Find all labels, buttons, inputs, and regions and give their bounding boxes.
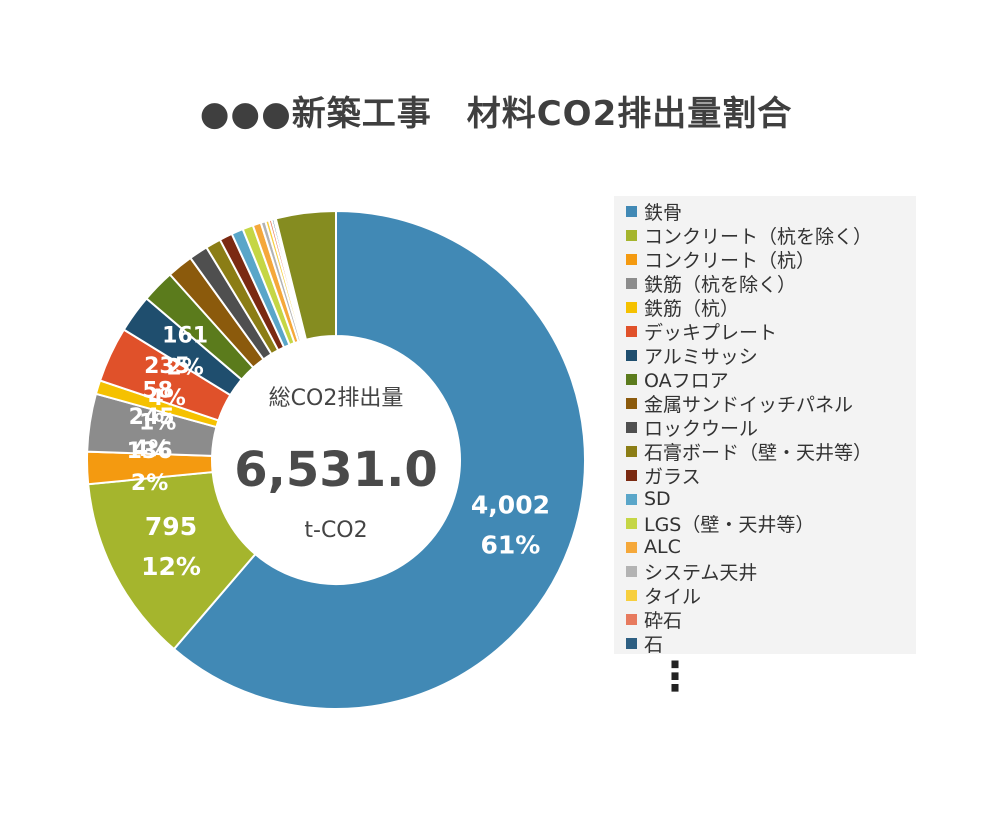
legend-swatch (626, 637, 637, 649)
data-label-pct-6: 2% (166, 355, 203, 380)
legend-label: システム天井 (644, 561, 758, 584)
legend-item-7: OAフロア (614, 367, 916, 391)
legend-item-9: ロックウール (614, 415, 916, 439)
legend-swatch (626, 589, 637, 601)
legend-label: 鉄筋（杭を除く） (644, 273, 797, 296)
legend-swatch (626, 517, 637, 529)
legend-swatch (626, 541, 637, 553)
legend-item-5: デッキプレート (614, 319, 916, 343)
legend-swatch (626, 349, 637, 361)
legend-swatch (626, 325, 637, 337)
legend-item-14: ALC (614, 535, 916, 559)
legend-label: デッキプレート (644, 321, 778, 344)
data-label-value-5: 235 (144, 354, 190, 379)
chart-legend: 鉄骨 コンクリート（杭を除く） コンクリート（杭） 鉄筋（杭を除く） 鉄筋（杭） デッキプ… (614, 196, 916, 655)
legend-more-indicator: ⋮ (655, 654, 695, 700)
legend-swatch (626, 397, 637, 409)
legend-label: ALC (644, 536, 681, 558)
donut-slices (86, 209, 586, 710)
data-label-value-3: 245 (129, 405, 175, 430)
legend-swatch (626, 205, 637, 217)
legend-label: 鉄筋（杭） (644, 297, 740, 320)
legend-item-13: LGS（壁・天井等） (614, 511, 916, 535)
data-label-value-2: 136 (127, 439, 173, 464)
legend-label: アルミサッシ (644, 345, 758, 368)
data-label-value-1: 795 (145, 512, 197, 541)
center-total-value: 6,531.0 (234, 442, 437, 498)
center-unit: t-CO2 (304, 518, 367, 543)
legend-item-17: 砕石 (614, 607, 916, 631)
legend-label: LGS（壁・天井等） (644, 513, 815, 536)
legend-swatch (626, 613, 637, 625)
data-label-pct-4: 1% (139, 410, 176, 435)
data-label-pct-1: 12% (141, 552, 201, 581)
legend-label: コンクリート（杭） (644, 249, 816, 272)
legend-label: タイル (644, 585, 702, 608)
legend-swatch (626, 229, 637, 241)
legend-label: 砕石 (644, 609, 683, 632)
legend-swatch (626, 493, 637, 505)
legend-swatch (626, 277, 637, 289)
legend-label: 石膏ボード（壁・天井等） (644, 441, 873, 464)
legend-label: SD (644, 488, 671, 510)
legend-label: 石 (644, 633, 664, 656)
chart-title: ●●●新築工事 材料CO2排出量割合 (199, 94, 793, 134)
legend-swatch (626, 469, 637, 481)
legend-label: ガラス (644, 465, 701, 488)
legend-item-6: アルミサッシ (614, 343, 916, 367)
legend-item-15: システム天井 (614, 559, 916, 583)
legend-swatch (626, 253, 637, 265)
legend-swatch (626, 445, 637, 457)
legend-label: OAフロア (644, 369, 729, 392)
legend-item-0: 鉄骨 (614, 199, 916, 223)
legend-item-12: SD (614, 487, 916, 511)
slice-0 (172, 209, 586, 710)
data-label-pct-2: 2% (131, 471, 168, 496)
legend-item-4: 鉄筋（杭） (614, 295, 916, 319)
legend-swatch (626, 301, 637, 313)
legend-label: 金属サンドイッチパネル (644, 393, 854, 416)
legend-item-2: コンクリート（杭） (614, 247, 916, 271)
legend-item-8: 金属サンドイッチパネル (614, 391, 916, 415)
center-label: 総CO2排出量 (269, 386, 404, 411)
data-label-pct-0: 61% (481, 531, 541, 560)
legend-item-10: 石膏ボード（壁・天井等） (614, 439, 916, 463)
data-label-value-6: 161 (162, 323, 208, 348)
legend-label: 鉄骨 (644, 201, 683, 224)
legend-item-1: コンクリート（杭を除く） (614, 223, 916, 247)
legend-item-18: 石 (614, 631, 916, 655)
data-label-pct-3: 4% (133, 437, 170, 462)
data-label-value-4: 58 (142, 378, 173, 403)
data-label-value-0: 4,002 (471, 491, 550, 520)
legend-label: ロックウール (644, 417, 759, 440)
legend-item-3: 鉄筋（杭を除く） (614, 271, 916, 295)
legend-label: コンクリート（杭を除く） (644, 225, 873, 248)
data-label-pct-5: 4% (148, 386, 185, 411)
legend-swatch (626, 373, 637, 385)
legend-swatch (626, 421, 637, 433)
legend-item-11: ガラス (614, 463, 916, 487)
legend-swatch (626, 565, 637, 577)
slice-20 (274, 209, 337, 341)
legend-item-16: タイル (614, 583, 916, 607)
